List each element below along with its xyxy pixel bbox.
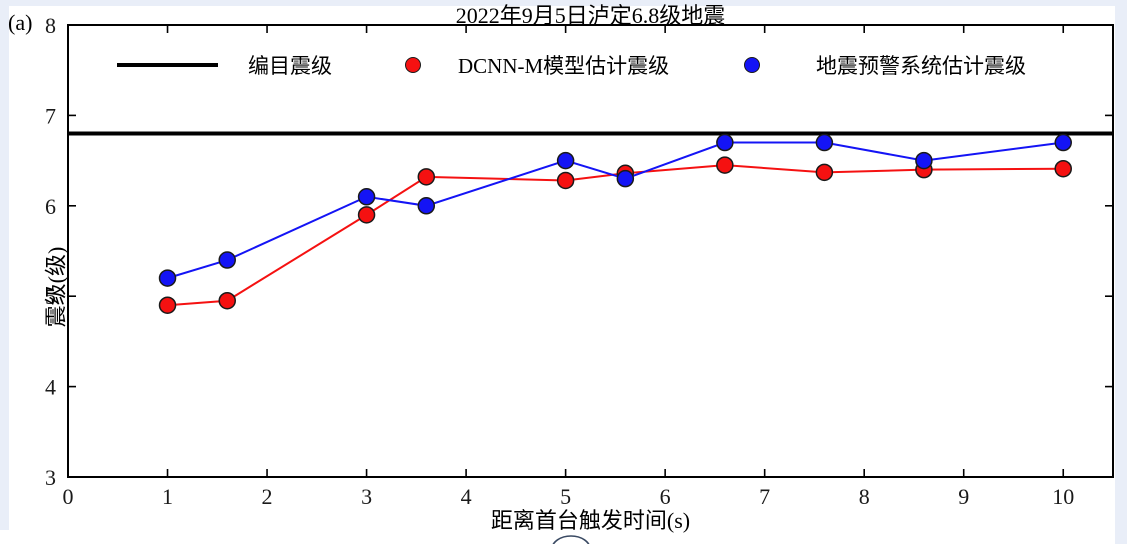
frame-strip-right bbox=[1115, 0, 1127, 544]
x-tick-label: 6 bbox=[660, 484, 671, 509]
x-tick-label: 4 bbox=[461, 484, 472, 509]
plot-box bbox=[67, 24, 1114, 478]
legend-label: 地震预警系统估计震级 bbox=[816, 54, 1026, 78]
legend-label: DCNN-M模型估计震级 bbox=[458, 54, 670, 78]
x-tick-label: 1 bbox=[162, 484, 173, 509]
eew-data-point bbox=[1054, 133, 1072, 152]
legend-item-eew-estimate: 地震预警系统估计震级 bbox=[744, 50, 1026, 80]
eew-data-point bbox=[357, 188, 376, 206]
eew-data-point bbox=[417, 197, 436, 215]
y-tick-label: 3 bbox=[45, 465, 56, 490]
dcnn-series-line bbox=[167, 164, 1064, 307]
x-tick-label: 8 bbox=[859, 484, 870, 509]
cropped-circle-decoration bbox=[552, 535, 590, 544]
x-tick-label: 3 bbox=[361, 484, 372, 509]
x-tick-label: 9 bbox=[958, 484, 969, 509]
dcnn-data-point bbox=[815, 163, 834, 182]
y-axis-label: 震级(级) bbox=[43, 246, 69, 328]
x-tick-label: 7 bbox=[759, 484, 770, 509]
frame-strip-top bbox=[0, 0, 1127, 6]
catalog-line-swatch bbox=[117, 63, 218, 67]
x-axis-label: 距离首台触发时间(s) bbox=[490, 508, 691, 533]
dcnn-data-point bbox=[158, 296, 177, 314]
dcnn-data-point bbox=[357, 206, 376, 224]
y-tick-label: 6 bbox=[45, 194, 56, 219]
eew-data-point bbox=[616, 169, 635, 188]
panel-label: (a) bbox=[8, 10, 33, 35]
x-tick-label: 2 bbox=[262, 484, 273, 509]
y-tick-label: 4 bbox=[45, 375, 56, 400]
frame-strip-left bbox=[0, 0, 9, 530]
legend-item-dcnn-estimate: DCNN-M模型估计震级 bbox=[405, 50, 669, 80]
dcnn-data-point bbox=[1054, 159, 1072, 178]
y-tick-label: 8 bbox=[45, 13, 56, 38]
dcnn-data-point bbox=[218, 291, 236, 310]
dcnn-data-point bbox=[556, 171, 575, 190]
eew-dot-swatch bbox=[744, 57, 760, 73]
eew-data-point bbox=[915, 151, 933, 170]
legend-item-catalog-magnitude: 编目震级 bbox=[117, 50, 332, 80]
eew-data-point bbox=[218, 251, 236, 269]
legend-label: 编目震级 bbox=[248, 54, 332, 78]
y-tick-label: 5 bbox=[45, 284, 56, 309]
dcnn-dot-swatch bbox=[405, 57, 421, 73]
x-tick-label: 5 bbox=[560, 484, 571, 509]
x-tick-label: 0 bbox=[63, 484, 74, 509]
dcnn-data-point bbox=[716, 156, 734, 174]
chart-title: 2022年9月5日泸定6.8级地震 bbox=[455, 3, 726, 28]
dcnn-data-point bbox=[417, 168, 436, 186]
eew-data-point bbox=[556, 151, 575, 170]
eew-data-point bbox=[716, 133, 734, 152]
y-tick-label: 7 bbox=[45, 103, 56, 128]
eew-series-line bbox=[167, 141, 1064, 280]
legend: 编目震级 DCNN-M模型估计震级 地震预警系统估计震级 bbox=[0, 50, 1127, 80]
eew-data-point bbox=[815, 133, 834, 152]
x-tick-label: 10 bbox=[1052, 484, 1074, 509]
eew-data-point bbox=[158, 269, 177, 287]
